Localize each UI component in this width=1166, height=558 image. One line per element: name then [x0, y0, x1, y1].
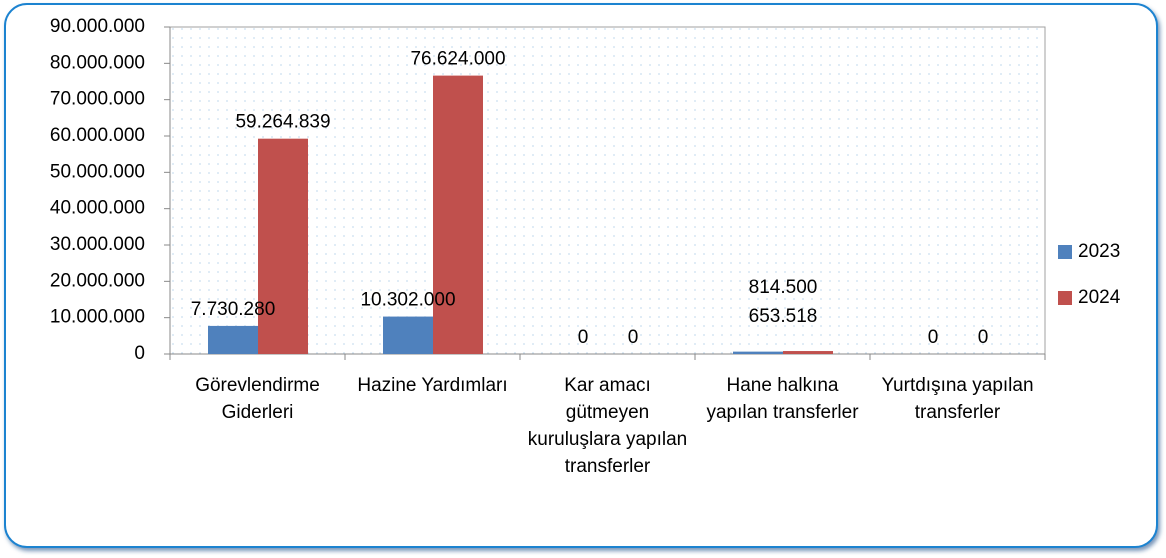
x-tick-label: Görevlendirme Giderleri: [195, 375, 320, 423]
y-tick-label: 90.000.000: [50, 16, 145, 37]
data-label: 0: [628, 327, 639, 348]
bar: [433, 75, 483, 355]
y-tick-label: 80.000.000: [50, 52, 145, 73]
data-label: 653.518: [749, 306, 818, 327]
data-label: 0: [978, 327, 989, 348]
x-tick-label: Yurtdışına yapılan transferler: [881, 375, 1034, 423]
y-tick-label: 30.000.000: [50, 234, 145, 255]
y-tick-label: 20.000.000: [50, 270, 145, 291]
bar: [383, 316, 433, 354]
data-label: 7.730.280: [191, 299, 276, 320]
data-label: 10.302.000: [360, 290, 455, 311]
y-tick-label: 70.000.000: [50, 89, 145, 110]
legend-label: 2023: [1078, 241, 1120, 262]
bar: [783, 351, 833, 354]
data-label: 814.500: [749, 277, 818, 298]
data-label: 0: [578, 327, 589, 348]
x-tick-label: Hazine Yardımları: [357, 375, 508, 396]
y-tick-label: 0: [134, 343, 145, 364]
x-tick-label: Hane halkına yapılan transferler: [706, 375, 859, 423]
data-label: 0: [928, 327, 939, 348]
y-tick-label: 10.000.000: [50, 307, 145, 328]
plot-area: [169, 26, 1046, 355]
bar: [258, 138, 308, 354]
data-label: 59.264.839: [235, 112, 330, 133]
bar: [208, 325, 258, 354]
y-tick-label: 50.000.000: [50, 161, 145, 182]
x-tick-label: Kar amacı gütmeyen kuruluşlara yapılan t…: [527, 375, 688, 477]
bar: [733, 351, 783, 354]
legend-swatch: [1058, 291, 1072, 305]
legend-swatch: [1058, 245, 1072, 259]
data-label: 76.624.000: [410, 49, 505, 70]
y-tick-label: 60.000.000: [50, 125, 145, 146]
legend-label: 2024: [1078, 287, 1121, 308]
y-tick-label: 40.000.000: [50, 198, 145, 219]
